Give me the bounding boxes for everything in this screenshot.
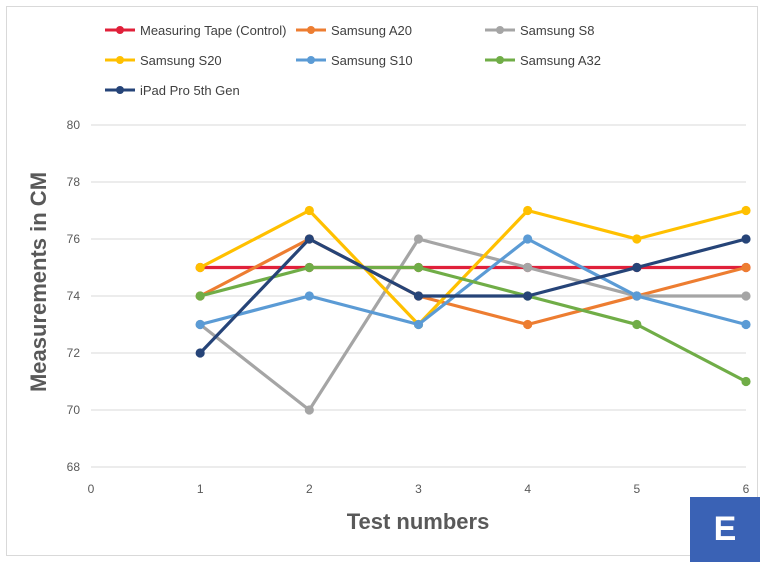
data-point: [304, 291, 314, 301]
y-tick-label-72: 72: [67, 346, 81, 360]
data-point: [741, 262, 751, 273]
series-line: [199, 208, 747, 327]
data-point: [741, 319, 751, 330]
legend-swatch-marker: [116, 86, 124, 94]
data-point: [523, 319, 533, 330]
y-tick-label-74: 74: [67, 289, 81, 303]
data-point: [632, 262, 642, 273]
data-point: [413, 262, 424, 273]
legend-label: Measuring Tape (Control): [140, 23, 286, 38]
data-point: [523, 262, 533, 273]
series-ipad-pro-5th-gen: [195, 234, 751, 358]
legend-label: iPad Pro 5th Gen: [140, 83, 240, 98]
data-point: [195, 262, 205, 273]
legend-label: Samsung A20: [331, 23, 412, 38]
series-samsung-a32: [195, 262, 751, 387]
legend: Measuring Tape (Control) Samsung A20 Samsu…: [105, 23, 601, 98]
legend-label: Samsung S10: [331, 53, 413, 68]
legend-item: Samsung S8: [485, 23, 594, 38]
x-tick-label-1: 1: [197, 482, 204, 496]
series-line: [199, 265, 747, 383]
y-tick-label-80: 80: [67, 118, 81, 132]
series-lines: [195, 205, 751, 415]
legend-swatch-marker: [116, 26, 124, 34]
legend-label: Samsung S8: [520, 23, 594, 38]
data-point: [304, 262, 314, 273]
legend-swatch-marker: [307, 56, 315, 64]
x-tick-label-2: 2: [306, 482, 313, 496]
y-tick-label-70: 70: [67, 403, 81, 417]
data-point: [195, 291, 205, 301]
x-tick-label-5: 5: [633, 482, 640, 496]
x-tick-label-6: 6: [743, 482, 750, 496]
legend-label: Samsung A32: [520, 53, 601, 68]
data-point: [304, 234, 314, 244]
data-point: [413, 319, 424, 330]
data-point: [741, 205, 751, 216]
series-line: [199, 237, 746, 412]
panel-label-badge: E: [690, 497, 760, 562]
data-point: [195, 348, 205, 358]
legend-swatch-marker: [496, 56, 504, 64]
data-point: [632, 234, 642, 244]
y-axis-title: Measurements in CM: [26, 172, 51, 392]
legend-swatch-marker: [116, 56, 124, 64]
y-tick-label-78: 78: [67, 175, 81, 189]
x-tick-label-4: 4: [524, 482, 531, 496]
data-point: [195, 319, 205, 330]
legend-item: Samsung S20: [105, 53, 222, 68]
legend-label: Samsung S20: [140, 53, 222, 68]
series-line: [199, 237, 747, 355]
axes: 68 70 72 74 76 78 80 0 1 2 3 4 5 6: [67, 118, 750, 496]
data-point: [413, 291, 424, 301]
legend-item: Samsung A32: [485, 53, 601, 68]
data-point: [523, 234, 533, 244]
y-tick-label-68: 68: [67, 460, 81, 474]
legend-swatch-marker: [496, 26, 504, 34]
data-point: [413, 234, 424, 244]
legend-swatch-marker: [307, 26, 315, 34]
x-tick-label-3: 3: [415, 482, 422, 496]
legend-item: iPad Pro 5th Gen: [105, 83, 240, 98]
data-point: [741, 291, 751, 301]
x-axis-title: Test numbers: [347, 509, 490, 534]
data-point: [632, 291, 642, 301]
y-tick-label-76: 76: [67, 232, 81, 246]
data-point: [304, 205, 314, 216]
data-point: [523, 291, 533, 301]
chart-frame: [6, 6, 758, 556]
legend-item: Samsung S10: [296, 53, 413, 68]
series-samsung-s8: [195, 234, 751, 415]
series-line: [199, 237, 747, 327]
legend-item: Samsung A20: [296, 23, 412, 38]
x-tick-label-0: 0: [88, 482, 95, 496]
data-point: [523, 205, 533, 216]
data-point: [741, 376, 751, 387]
legend-item: Measuring Tape (Control): [105, 23, 286, 38]
data-point: [632, 319, 642, 330]
data-point: [741, 234, 751, 244]
data-point: [304, 405, 314, 415]
